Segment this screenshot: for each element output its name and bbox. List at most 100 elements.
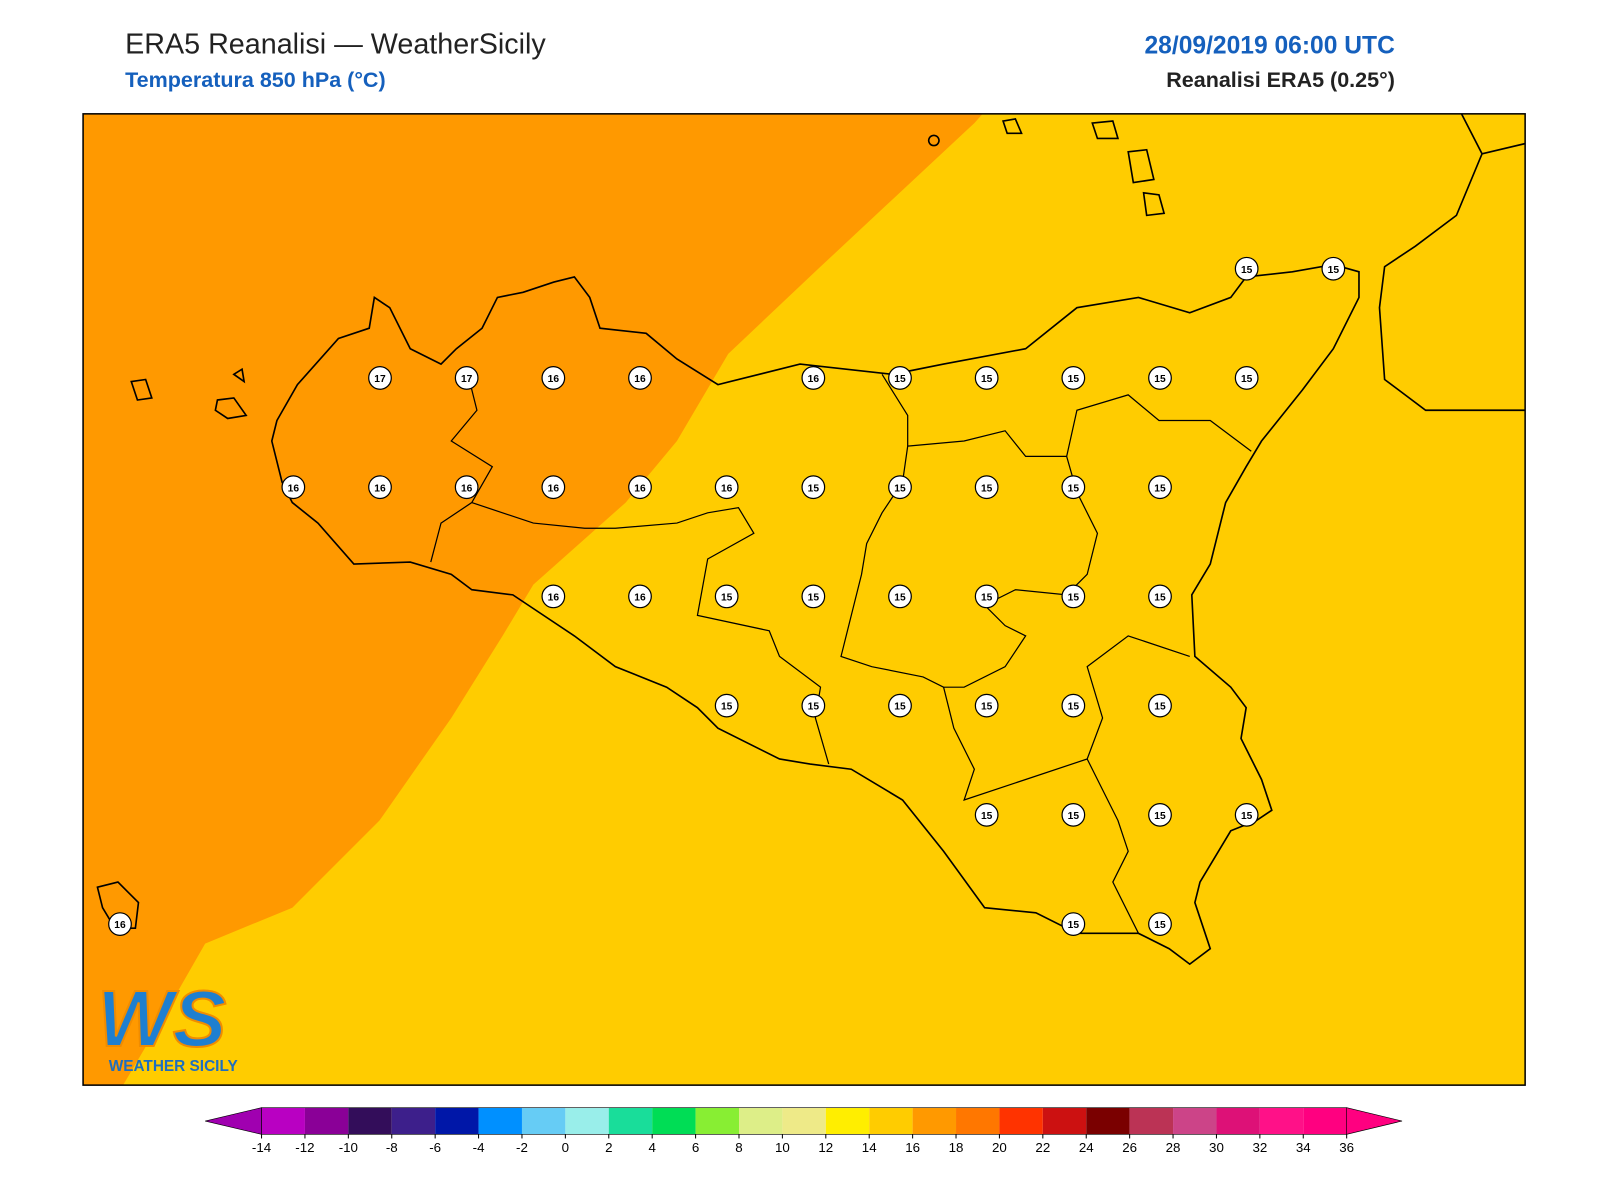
colorbar-tick-label: -12 [295, 1140, 314, 1155]
point-value: 15 [981, 483, 993, 494]
colorbar-tick-label: 34 [1296, 1140, 1311, 1155]
point-value: 16 [634, 374, 646, 385]
point-marker [281, 475, 306, 500]
coastline [1378, 113, 1526, 412]
colorbar-tick-label: -6 [429, 1140, 441, 1155]
point-value: 16 [114, 920, 126, 931]
point-marker [974, 802, 999, 827]
point-value: 15 [894, 483, 906, 494]
point-value: 15 [1068, 374, 1080, 385]
point-value: 15 [981, 702, 993, 713]
point-marker [1148, 802, 1172, 827]
colorbar-tick-label: 24 [1079, 1140, 1094, 1155]
colorbar-tick-label: 36 [1339, 1140, 1354, 1155]
colorbar-box [521, 1107, 566, 1135]
subtitle: Temperatura 850 hPa (°C) [125, 68, 386, 92]
colorbar-box [782, 1107, 826, 1135]
colorbar-tick-label: 0 [562, 1140, 569, 1155]
point-value: 15 [1068, 811, 1080, 822]
date: 28/09/2019 06:00 UTC [1144, 32, 1395, 59]
colorbar-box [304, 1107, 349, 1135]
point-value: 15 [894, 702, 906, 713]
colorbar-box [435, 1107, 479, 1135]
point-value: 15 [981, 811, 993, 822]
point-value: 16 [461, 483, 473, 494]
colorbar-box [478, 1107, 522, 1135]
colorbar-frame [261, 1107, 1347, 1135]
point-value: 15 [1241, 374, 1253, 385]
point-marker [888, 693, 912, 718]
colorbar-tick-label: 22 [1035, 1140, 1050, 1155]
point-value: 15 [1154, 702, 1166, 713]
point-value: 15 [1068, 920, 1080, 931]
point-marker [628, 475, 652, 500]
point-marker [974, 366, 999, 390]
colorbar-tick-label: 8 [735, 1140, 742, 1155]
point-value: 16 [374, 483, 386, 494]
colorbar-tick-label: -14 [252, 1140, 272, 1155]
point-marker [108, 912, 132, 936]
point-marker [368, 475, 392, 500]
point-value: 15 [981, 374, 993, 385]
point-value: 16 [548, 374, 560, 385]
point-value: 15 [1241, 265, 1253, 276]
title: ERA5 Reanalisi — WeatherSicily [125, 28, 546, 60]
colorbar-extend [205, 1107, 262, 1135]
point-value: 15 [1154, 374, 1166, 385]
point-marker [1148, 912, 1172, 936]
colorbar-tick-label: -10 [339, 1140, 358, 1155]
point-marker [801, 584, 826, 609]
point-value: 15 [721, 702, 733, 713]
point-marker [1061, 584, 1086, 609]
point-marker [1234, 256, 1259, 281]
coastline [270, 263, 1360, 966]
colorbar-box [608, 1107, 653, 1135]
point-value: 15 [1068, 483, 1080, 494]
colorbar-tick-label: -8 [386, 1140, 398, 1155]
colorbar-box [1042, 1107, 1087, 1135]
point-marker [1148, 475, 1172, 500]
point-marker [1061, 693, 1086, 718]
colorbar-tick-label: 16 [905, 1140, 920, 1155]
point-marker [974, 475, 999, 500]
point-marker [1148, 693, 1172, 718]
colorbar-tick-label: 4 [648, 1140, 656, 1155]
map-frame [82, 113, 1526, 1086]
point-marker [541, 584, 566, 609]
grid-points: 15 15 17 17 16 16 16 15 15 15 15 15 16 16 16 16 16 16 15 15… [108, 256, 1346, 936]
logo-text: WEATHER SICILY [109, 1058, 238, 1075]
colorbar-tick-label: 6 [692, 1140, 699, 1155]
colorbar-tick-label: 2 [605, 1140, 612, 1155]
point-value: 17 [374, 374, 386, 385]
colorbar-box [1129, 1107, 1174, 1135]
colorbar-box [869, 1107, 913, 1135]
point-marker [714, 693, 739, 718]
colorbar-tick-label: 20 [992, 1140, 1007, 1155]
point-value: 15 [808, 483, 820, 494]
point-marker [801, 693, 826, 718]
colorbar-tick-label: 28 [1166, 1140, 1181, 1155]
point-value: 15 [808, 702, 820, 713]
colorbar-tick-label: 18 [949, 1140, 964, 1155]
source: Reanalisi ERA5 (0.25°) [1166, 68, 1395, 92]
point-marker [888, 584, 912, 609]
colorbar-box [1259, 1107, 1304, 1135]
colorbar-box [1216, 1107, 1260, 1135]
point-marker [1148, 584, 1172, 609]
point-marker [454, 366, 479, 390]
colorbar-extend [1346, 1107, 1403, 1135]
point-value: 16 [808, 374, 820, 385]
point-value: 16 [288, 483, 300, 494]
point-value: 16 [721, 483, 733, 494]
point-marker [541, 366, 566, 390]
point-marker [974, 693, 999, 718]
point-marker [1321, 256, 1346, 281]
point-marker [628, 584, 652, 609]
point-value: 15 [1241, 811, 1253, 822]
colorbar-box [261, 1107, 305, 1135]
colorbar-tick-label: -2 [516, 1140, 528, 1155]
colorbar-box [999, 1107, 1043, 1135]
point-marker [541, 475, 566, 500]
point-marker [714, 475, 739, 500]
